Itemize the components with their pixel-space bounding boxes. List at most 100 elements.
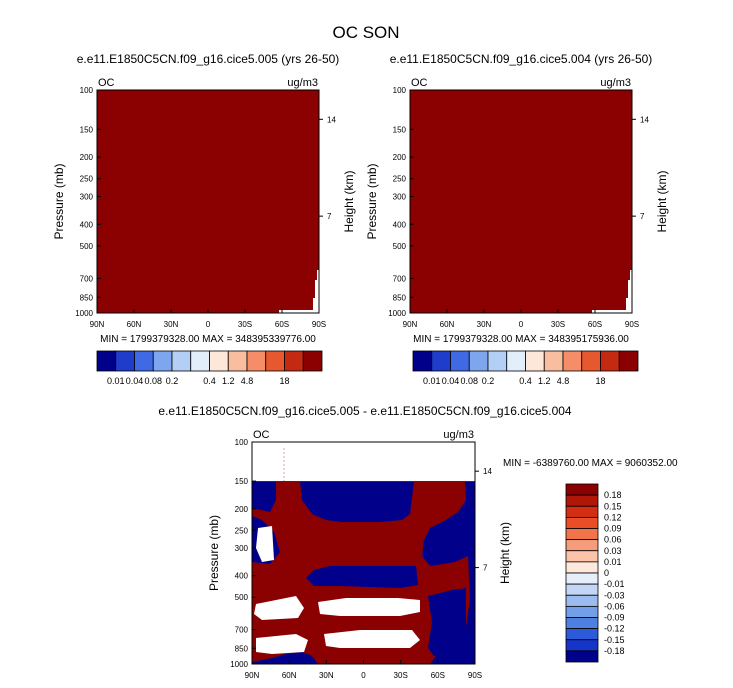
figure-title: OC SON — [332, 23, 399, 42]
colorbar-label: -0.06 — [604, 601, 625, 611]
y-tick-label: 1000 — [230, 660, 248, 669]
field-white-region — [305, 270, 319, 313]
colorbar-swatch — [565, 483, 599, 496]
colorbar-swatch — [565, 528, 599, 541]
field-white-region — [618, 270, 632, 313]
y-tick-label: 700 — [235, 626, 249, 635]
y-tick-label: 500 — [80, 242, 94, 251]
colorbar-label: -0.18 — [604, 646, 625, 656]
corner-label-left: OC — [253, 429, 270, 441]
colorbar-swatch — [565, 605, 599, 618]
y-tick-label: 850 — [80, 293, 94, 302]
colorbar-label: 0.04 — [126, 376, 144, 386]
colorbar-swatch — [209, 350, 229, 372]
colorbar-swatch — [190, 350, 210, 372]
colorbar-swatch — [581, 350, 601, 372]
y-tick-label: 850 — [235, 644, 249, 653]
colorbar-swatch — [284, 350, 304, 372]
colorbar: 0.01 0.04 0.08 0.2 0.4 1.2 4.8 18 — [412, 350, 639, 386]
field-negative-band — [306, 566, 418, 588]
panel-title: e.e11.E1850C5CN.f09_g16.cice5.005 - e.e1… — [158, 404, 572, 418]
colorbar-label: -0.12 — [604, 624, 625, 634]
y-right-axis-label: Height (km) — [498, 522, 512, 584]
y-right-tick-label: 14 — [483, 467, 492, 476]
stats-text: MIN = 1799379328.00 MAX = 348395339776.0… — [100, 334, 316, 345]
y-axis-label: Pressure (mb) — [207, 515, 221, 591]
field-negative-lower — [428, 588, 466, 656]
colorbar-label: 1.2 — [538, 376, 551, 386]
colorbar-swatch — [565, 639, 599, 652]
colorbar-swatch — [565, 650, 599, 663]
colorbar-label: -0.09 — [604, 613, 625, 623]
colorbar-swatch — [562, 350, 583, 372]
y-tick-label: 400 — [235, 572, 249, 581]
colorbar-label: 0 — [604, 568, 609, 578]
colorbar-label: 0.01 — [423, 376, 441, 386]
colorbar-label: 18 — [279, 376, 289, 386]
x-tick-label: 90S — [625, 320, 639, 329]
field-fill — [97, 90, 319, 313]
x-tick-label: 30S — [394, 671, 408, 680]
y-tick-label: 150 — [393, 125, 407, 134]
y-right-tick-label: 7 — [640, 212, 645, 221]
y-tick-label: 300 — [80, 192, 94, 201]
colorbar-label: -0.03 — [604, 590, 625, 600]
colorbar-label: -0.15 — [604, 635, 625, 645]
colorbar-label: 1.2 — [222, 376, 235, 386]
panel-axes-0: 100 150 200 250 300 400 500 700 850 1000 90N 60N 30N… — [52, 77, 356, 329]
field-white-band-2 — [318, 598, 420, 616]
y-right-axis-label: Height (km) — [342, 170, 356, 232]
colorbar-swatch — [134, 350, 154, 372]
colorbar-swatch — [565, 516, 599, 529]
x-tick-label: 60S — [588, 320, 602, 329]
y-tick-label: 250 — [235, 526, 249, 535]
colorbar-swatch — [450, 350, 470, 372]
panel-title: e.e11.E1850C5CN.f09_g16.cice5.005 (yrs 2… — [77, 52, 340, 66]
colorbar-label: 0.08 — [460, 376, 478, 386]
colorbar-swatch — [96, 350, 117, 372]
field-white-band-4 — [324, 630, 420, 648]
colorbar: 0.01 0.04 0.08 0.2 0.4 1.2 4.8 18 — [96, 350, 323, 386]
colorbar-swatch — [171, 350, 192, 372]
colorbar-label: 0.01 — [107, 376, 125, 386]
colorbar-swatch — [565, 539, 599, 552]
y-tick-label: 400 — [80, 220, 94, 229]
y-right-tick-label: 14 — [640, 115, 649, 124]
colorbar-label: 0.09 — [604, 524, 622, 534]
x-tick-label: 0 — [206, 320, 211, 329]
colorbar-label: 18 — [595, 376, 605, 386]
colorbar-label: 0.18 — [604, 490, 622, 500]
colorbar-label: 0.03 — [604, 546, 622, 556]
panel-title: e.e11.E1850C5CN.f09_g16.cice5.004 (yrs 2… — [390, 52, 653, 66]
colorbar-swatch — [618, 350, 639, 372]
colorbar-swatch — [115, 350, 135, 372]
stats-text: MIN = -6389760.00 MAX = 9060352.00 — [503, 458, 678, 469]
colorbar-swatch — [565, 617, 599, 630]
x-tick-label: 0 — [361, 671, 366, 680]
colorbar-label: 0.4 — [519, 376, 532, 386]
colorbar-label: 4.8 — [557, 376, 570, 386]
colorbar-label: 0.4 — [203, 376, 216, 386]
field-white-strip — [279, 310, 306, 313]
colorbar-label: 0.01 — [604, 557, 622, 567]
colorbar-swatch — [565, 583, 599, 596]
panel-2: e.e11.E1850C5CN.f09_g16.cice5.005 - e.e1… — [158, 404, 678, 664]
x-tick-label: 90S — [468, 671, 482, 680]
colorbar-label: 0.12 — [604, 512, 622, 522]
x-tick-label: 90N — [90, 320, 105, 329]
colorbar-swatch — [565, 550, 599, 563]
units-label: ug/m3 — [287, 77, 318, 89]
y-tick-label: 700 — [80, 274, 94, 283]
x-tick-label: 30N — [164, 320, 179, 329]
colorbar-swatch — [543, 350, 564, 372]
colorbar-swatch — [302, 350, 323, 372]
x-tick-label: 30S — [238, 320, 252, 329]
x-tick-label: 0 — [519, 320, 524, 329]
units-label: ug/m3 — [600, 77, 631, 89]
y-tick-label: 500 — [235, 593, 249, 602]
x-tick-label: 60S — [275, 320, 289, 329]
colorbar-label: 0.06 — [604, 535, 622, 545]
colorbar-swatch — [525, 350, 545, 372]
field-white-band-3 — [256, 634, 308, 654]
